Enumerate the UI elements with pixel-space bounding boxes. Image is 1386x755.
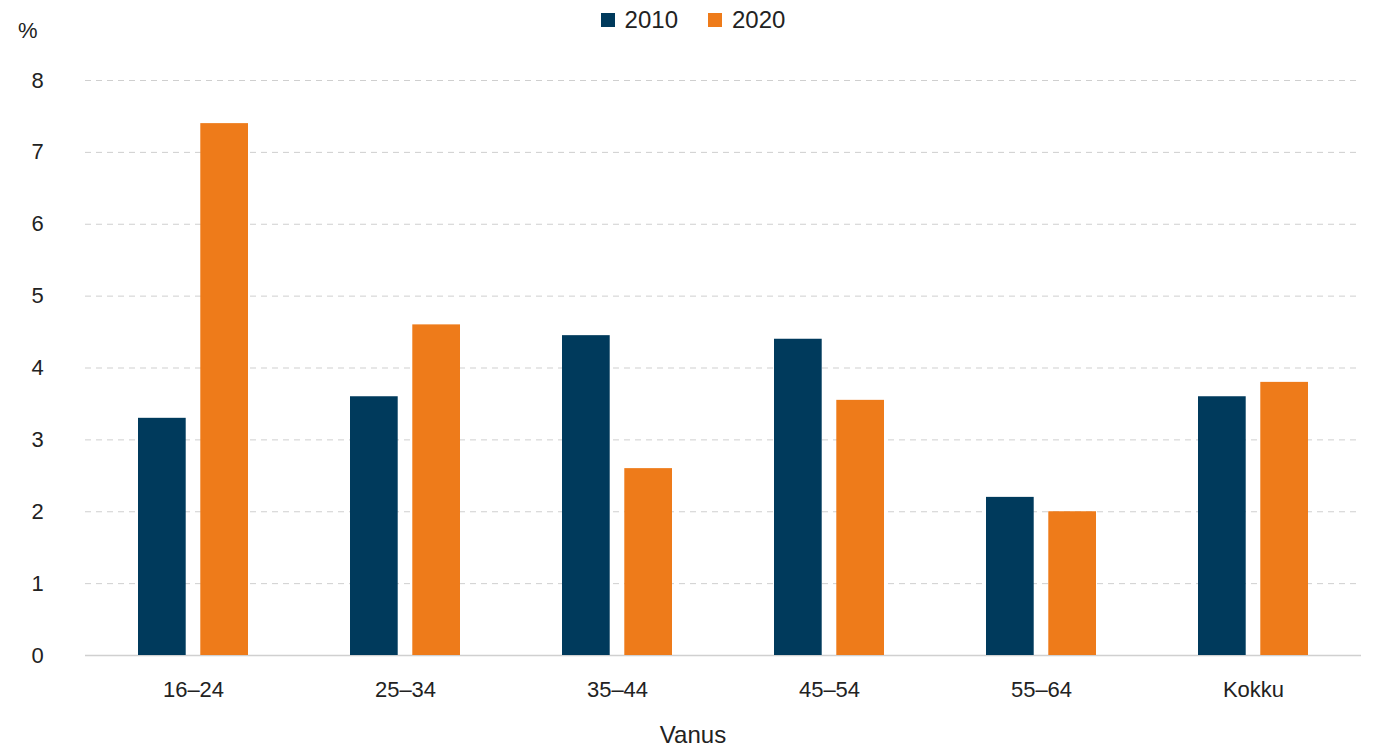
svg-text:2: 2: [31, 499, 43, 524]
svg-text:7: 7: [31, 139, 43, 164]
svg-text:35–44: 35–44: [587, 677, 648, 702]
svg-text:8: 8: [31, 68, 43, 93]
svg-text:3: 3: [31, 427, 43, 452]
svg-text:45–54: 45–54: [799, 677, 860, 702]
html-text:2020: 2020: [732, 6, 786, 33]
html-text:Vanus: Vanus: [659, 721, 727, 748]
svg-text:4: 4: [31, 355, 43, 380]
svg-text:6: 6: [31, 211, 43, 236]
html-text:2010: 2010: [624, 6, 678, 33]
svg-text:5: 5: [31, 283, 43, 308]
svg-text:25–34: 25–34: [375, 677, 436, 702]
svg-text:1: 1: [31, 571, 43, 596]
svg-text:55–64: 55–64: [1011, 677, 1072, 702]
svg-text:16–24: 16–24: [163, 677, 224, 702]
svg-text:Kokku: Kokku: [1223, 677, 1284, 702]
svg-text:0: 0: [31, 643, 43, 668]
